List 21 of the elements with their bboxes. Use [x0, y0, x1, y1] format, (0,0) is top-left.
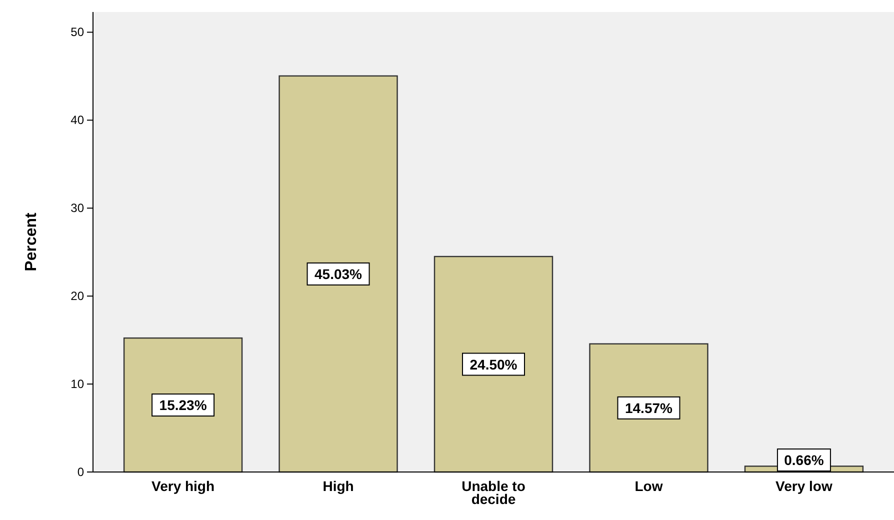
- bar: [278, 75, 398, 473]
- x-tick-label: High: [322, 478, 354, 494]
- y-tick-label: 20: [70, 289, 84, 304]
- y-tick-label: 40: [70, 113, 84, 128]
- y-tick-label: 30: [70, 201, 84, 216]
- data-label: 15.23%: [159, 397, 208, 414]
- data-label: 24.50%: [470, 356, 518, 372]
- data-label: 0.66%: [784, 452, 824, 468]
- bar: [434, 256, 554, 473]
- x-tick-label: Very high: [152, 478, 215, 494]
- y-axis-title: Percent: [23, 212, 40, 272]
- bar: [589, 343, 708, 473]
- y-tick-label: 50: [70, 25, 84, 40]
- bar: [123, 337, 243, 473]
- x-tick-label: Low: [634, 478, 663, 494]
- y-tick-label: 10: [70, 377, 84, 392]
- x-tick-label: Unable to decide: [462, 478, 526, 507]
- data-label: 14.57%: [624, 400, 674, 416]
- data-label: 45.03%: [314, 266, 363, 282]
- y-tick-label: 0: [77, 465, 84, 479]
- x-tick-label: Very low: [776, 478, 832, 494]
